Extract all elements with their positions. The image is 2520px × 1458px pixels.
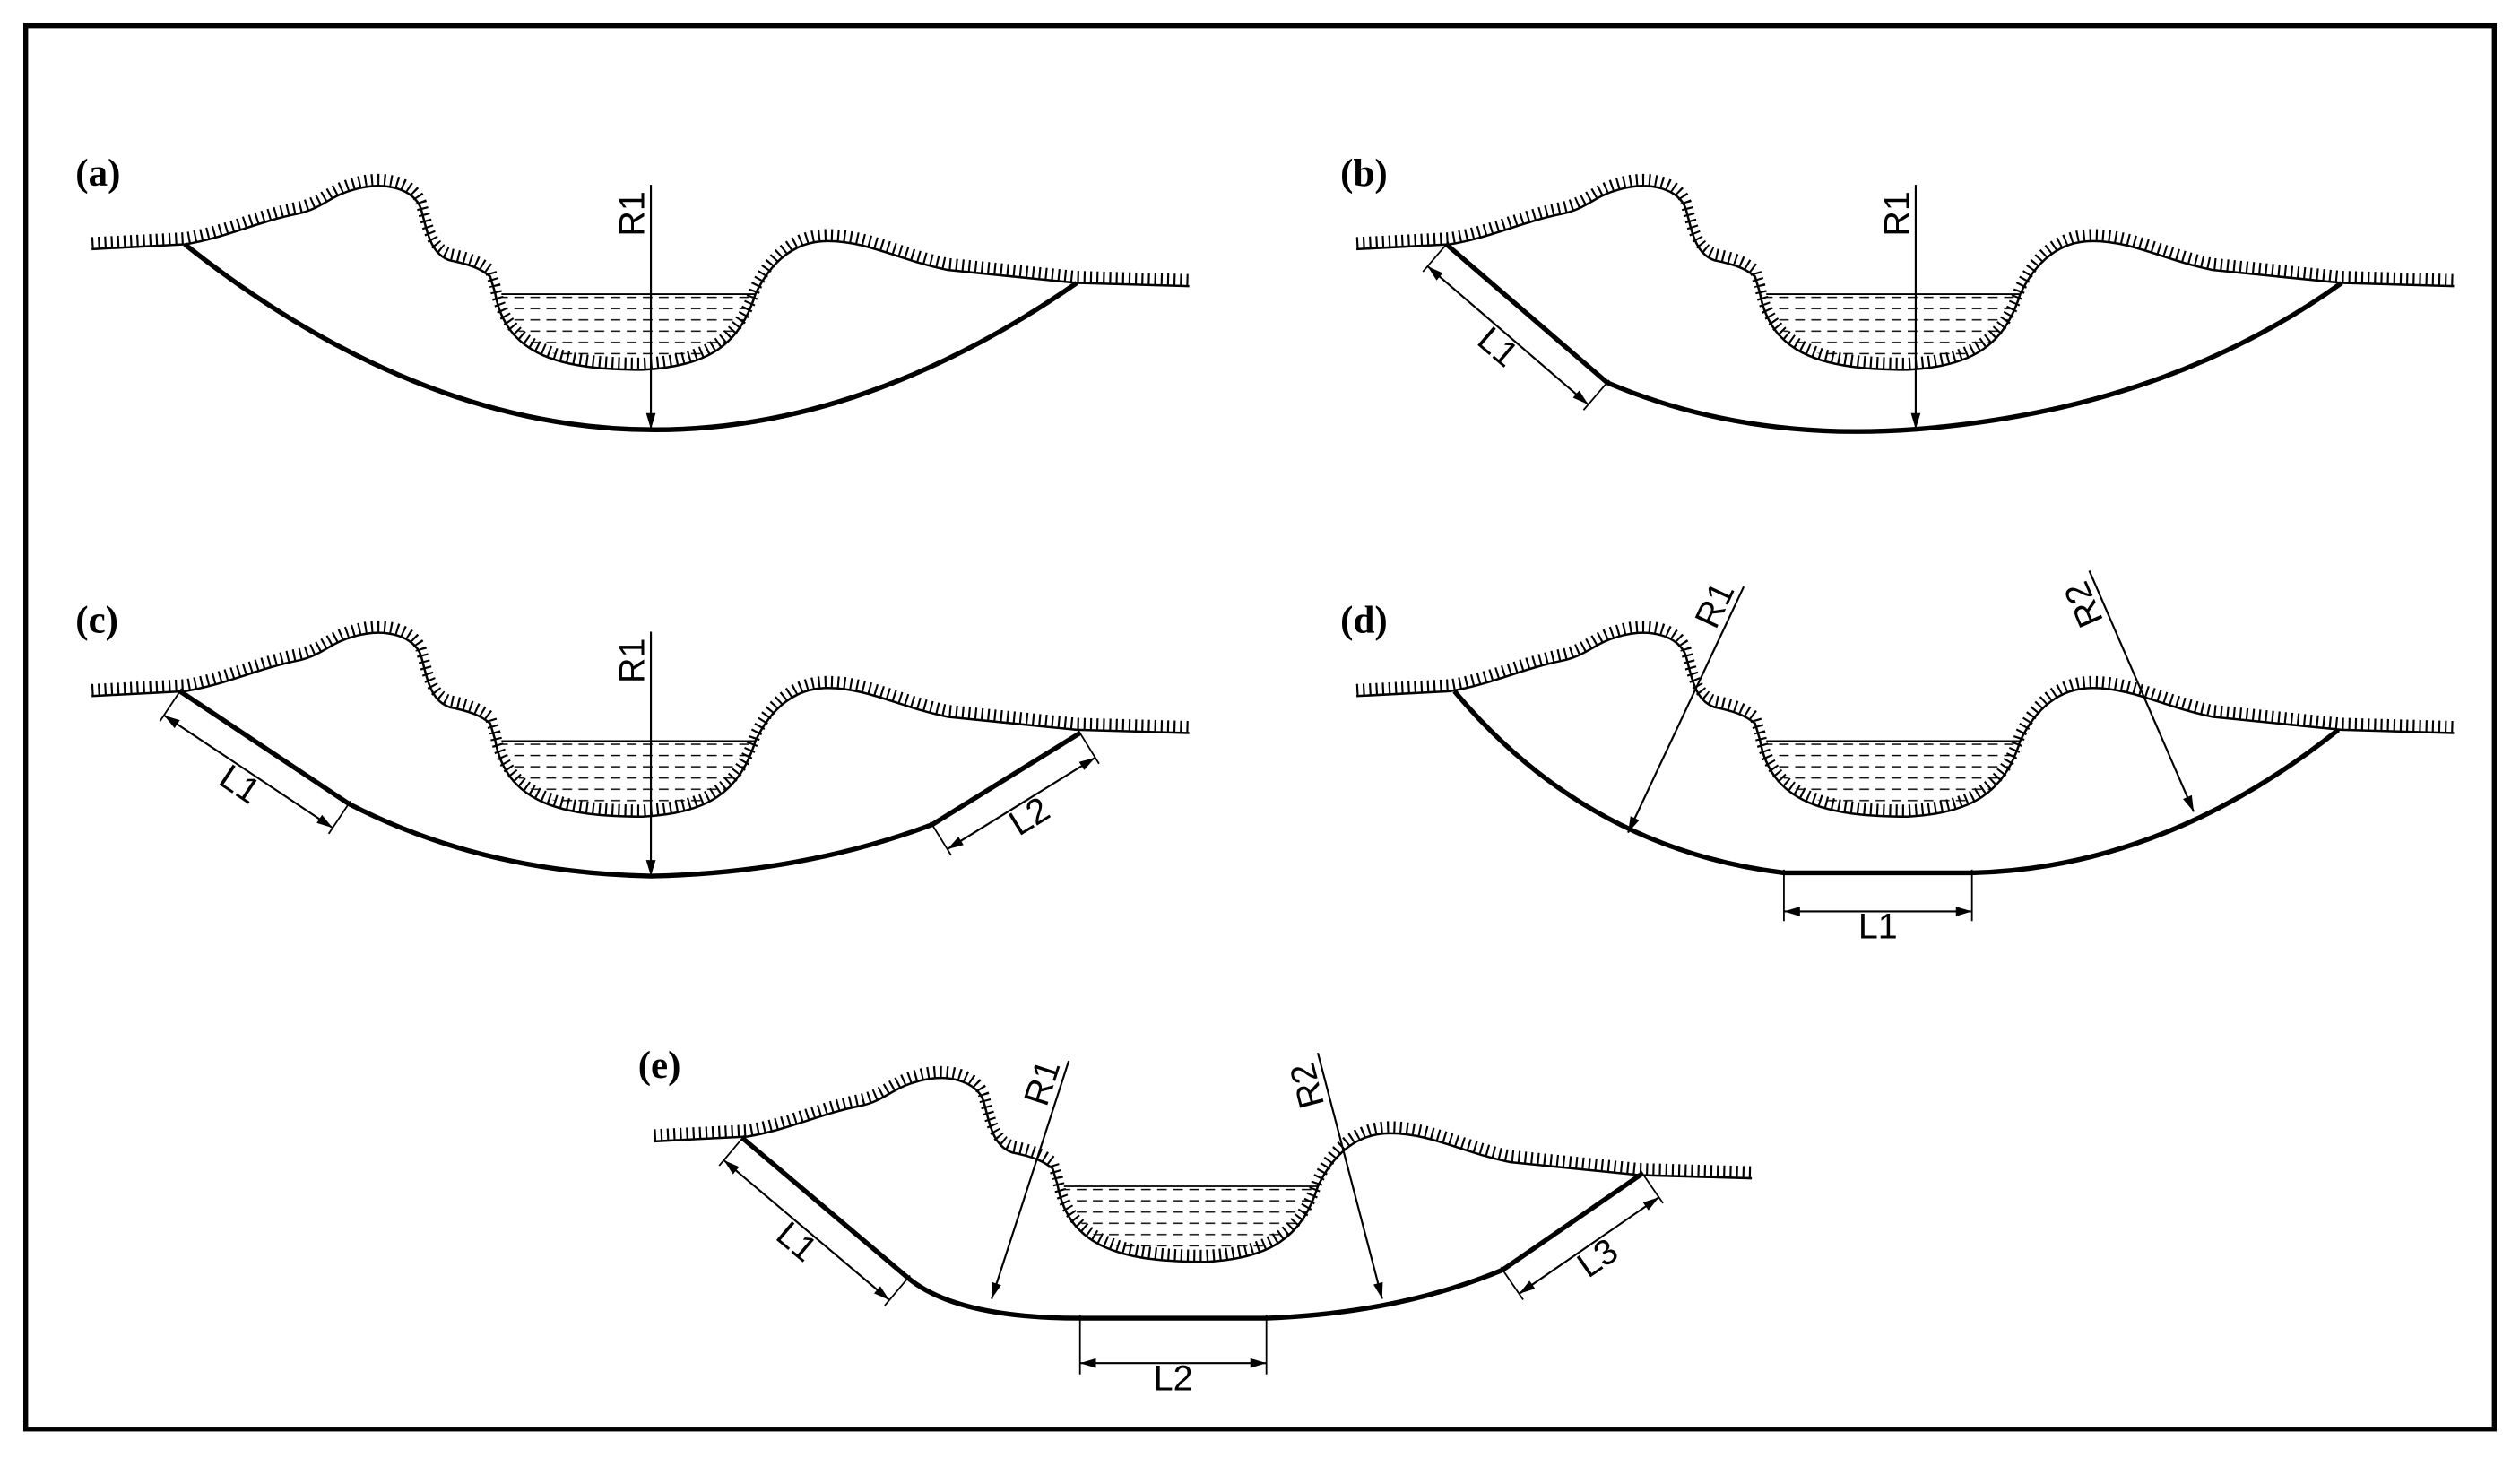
panel-label: (c) bbox=[75, 599, 118, 641]
extension-line bbox=[159, 688, 183, 722]
ground-line bbox=[1355, 631, 2455, 818]
extension-line bbox=[884, 1274, 911, 1306]
dimension-line bbox=[1518, 1196, 1660, 1295]
ground-hatch bbox=[1355, 621, 2455, 816]
extension-line bbox=[327, 800, 351, 835]
extension-line bbox=[1640, 1170, 1664, 1204]
dimension-label: R1 bbox=[1877, 191, 1917, 236]
dimension-line bbox=[947, 756, 1096, 851]
dimension-label: R1 bbox=[613, 638, 653, 683]
radius-line bbox=[2088, 569, 2195, 812]
slip-surface bbox=[183, 242, 1078, 432]
dimension-label: L1 bbox=[1858, 907, 1898, 947]
water bbox=[501, 741, 756, 811]
dimension-line bbox=[723, 1159, 890, 1301]
dimension-label: L2 bbox=[1154, 1358, 1193, 1398]
ground-line bbox=[91, 185, 1190, 371]
ground-line bbox=[91, 631, 1190, 818]
dimension-line bbox=[163, 714, 333, 829]
extension-line bbox=[1078, 729, 1100, 765]
radius-line bbox=[1627, 586, 1745, 834]
dimension-line bbox=[1426, 265, 1589, 405]
water bbox=[1766, 741, 2021, 811]
water bbox=[501, 294, 756, 364]
ground-hatch bbox=[1355, 173, 2455, 369]
ground-line bbox=[654, 1077, 1753, 1263]
ground-hatch bbox=[91, 173, 1190, 369]
panel: (a) R1 bbox=[75, 152, 1190, 432]
panel-label: (e) bbox=[638, 1045, 681, 1087]
ground-line bbox=[1355, 185, 2455, 371]
dimension-label: R1 bbox=[613, 191, 653, 236]
panel-label: (b) bbox=[1340, 152, 1388, 195]
water bbox=[1063, 1186, 1319, 1256]
extension-line bbox=[1582, 379, 1610, 411]
ground-hatch bbox=[654, 1065, 1753, 1262]
water bbox=[1766, 294, 2021, 364]
ground-hatch bbox=[91, 621, 1190, 816]
panel-label: (a) bbox=[75, 152, 120, 195]
extension-line bbox=[718, 1134, 746, 1167]
slip-surface bbox=[1444, 242, 2343, 434]
radius-line bbox=[991, 1060, 1070, 1299]
radius-line bbox=[1316, 1052, 1383, 1299]
panel-label: (d) bbox=[1340, 599, 1388, 641]
